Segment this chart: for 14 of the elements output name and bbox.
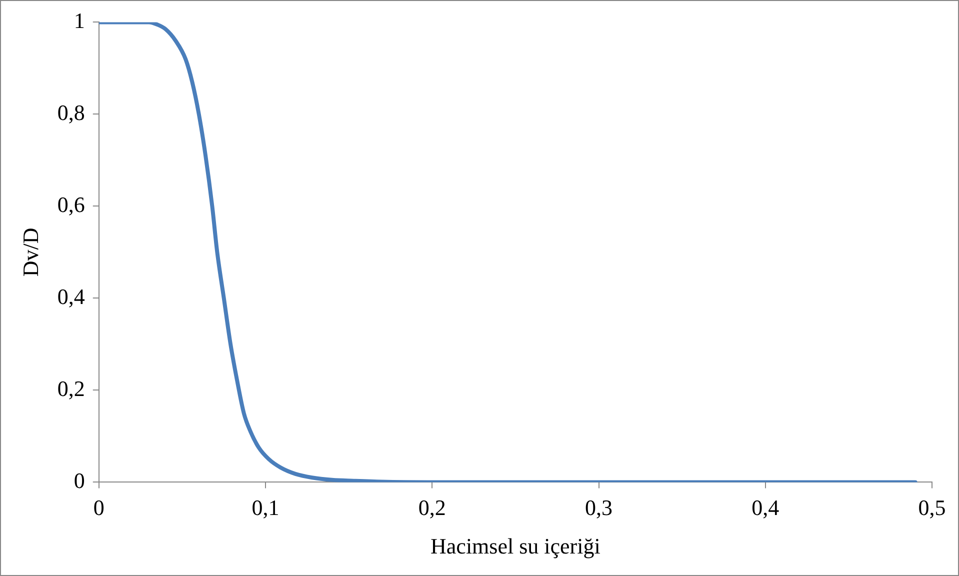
x-tick-label: 0,1 [252,495,280,520]
x-tick-label: 0,5 [918,495,946,520]
y-axis-title: Dv/D [18,228,43,277]
x-tick-label: 0,4 [752,495,780,520]
y-tick-label: 0 [74,468,85,493]
y-tick-label: 0,4 [57,284,85,309]
x-tick-label: 0,3 [585,495,613,520]
y-tick-label: 1 [74,8,85,33]
x-tick-label: 0,2 [418,495,446,520]
x-tick-label: 0 [93,495,104,520]
y-tick-label: 0,8 [57,100,85,125]
y-tick-label: 0,2 [57,376,85,401]
x-axis-title: Hacimsel su içeriği [430,534,600,559]
y-tick-label: 0,6 [57,192,85,217]
